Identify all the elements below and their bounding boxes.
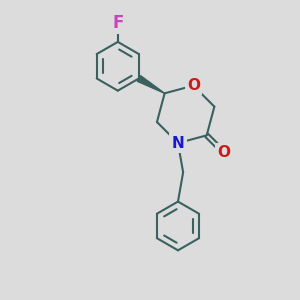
Text: O: O [218,145,230,160]
Text: N: N [172,136,184,151]
Text: F: F [112,14,124,32]
Text: O: O [187,78,200,93]
Polygon shape [137,76,165,93]
